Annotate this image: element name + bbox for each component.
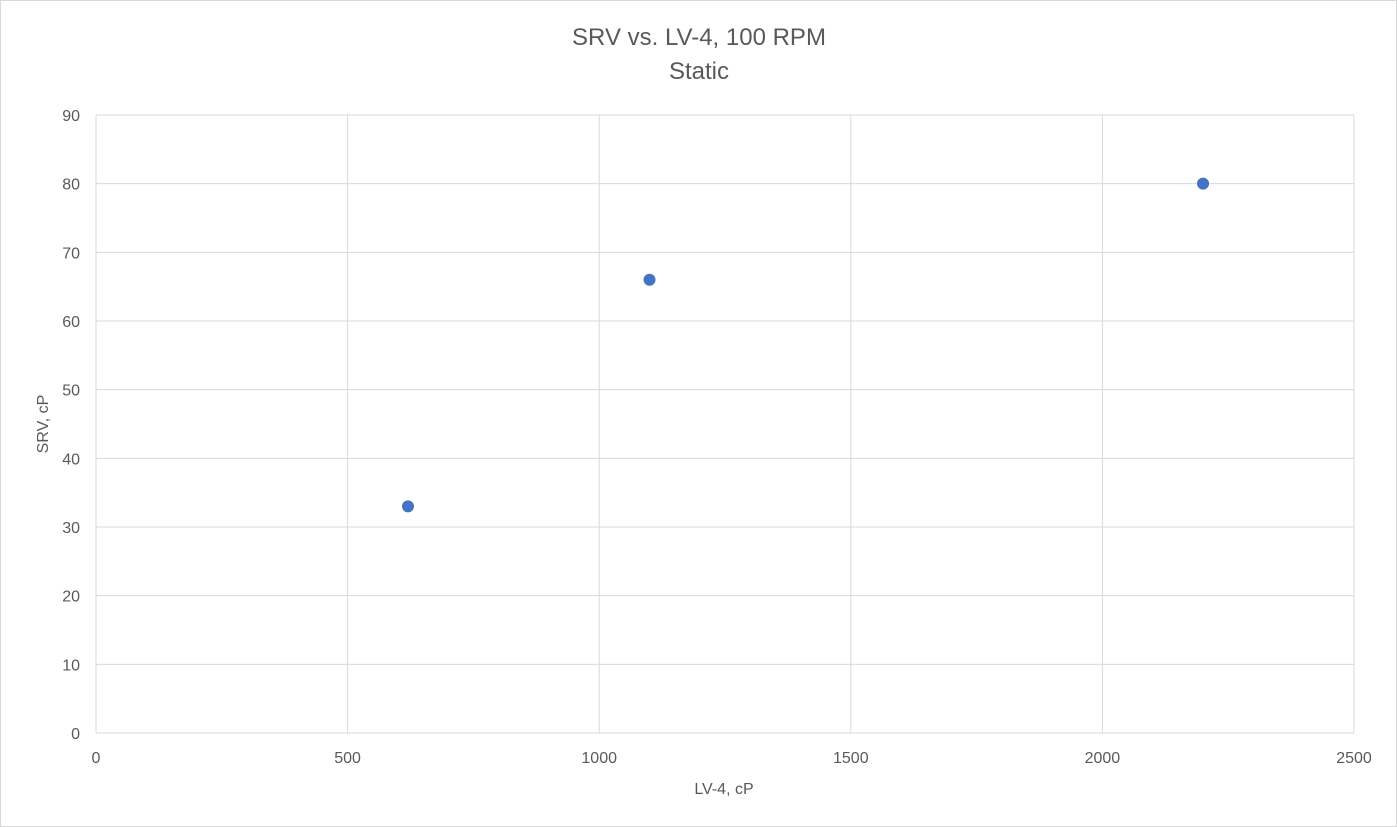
y-tick-label: 60 <box>62 314 80 331</box>
x-tick-label: 1500 <box>833 750 869 767</box>
x-tick-label: 500 <box>334 750 361 767</box>
y-tick-label: 90 <box>62 108 80 125</box>
x-tick-label: 1000 <box>581 750 617 767</box>
data-points <box>401 177 1210 513</box>
scatter-point <box>643 273 656 286</box>
x-tick-label: 2500 <box>1336 750 1372 767</box>
y-tick-label: 20 <box>62 589 80 606</box>
y-tick-label: 50 <box>62 383 80 400</box>
chart-title: SRV vs. LV-4, 100 RPM <box>572 24 826 51</box>
tick-labels: 0 10 20 30 40 50 60 70 80 90 0 500 1000 1500 2000 2500 <box>62 108 1372 767</box>
x-axis-title: LV-4, cP <box>694 781 753 798</box>
y-tick-label: 70 <box>62 245 80 262</box>
gridlines <box>95 114 1355 734</box>
scatter-point <box>401 500 414 513</box>
y-tick-label: 0 <box>71 726 80 743</box>
y-tick-label: 40 <box>62 451 80 468</box>
scatter-point <box>1197 177 1210 190</box>
y-tick-label: 30 <box>62 520 80 537</box>
y-axis-title: SRV, cP <box>35 395 52 454</box>
x-tick-label: 2000 <box>1085 750 1121 767</box>
y-tick-label: 80 <box>62 177 80 194</box>
chart-subtitle: Static <box>669 58 729 85</box>
x-tick-label: 0 <box>92 750 101 767</box>
y-tick-label: 10 <box>62 657 80 674</box>
